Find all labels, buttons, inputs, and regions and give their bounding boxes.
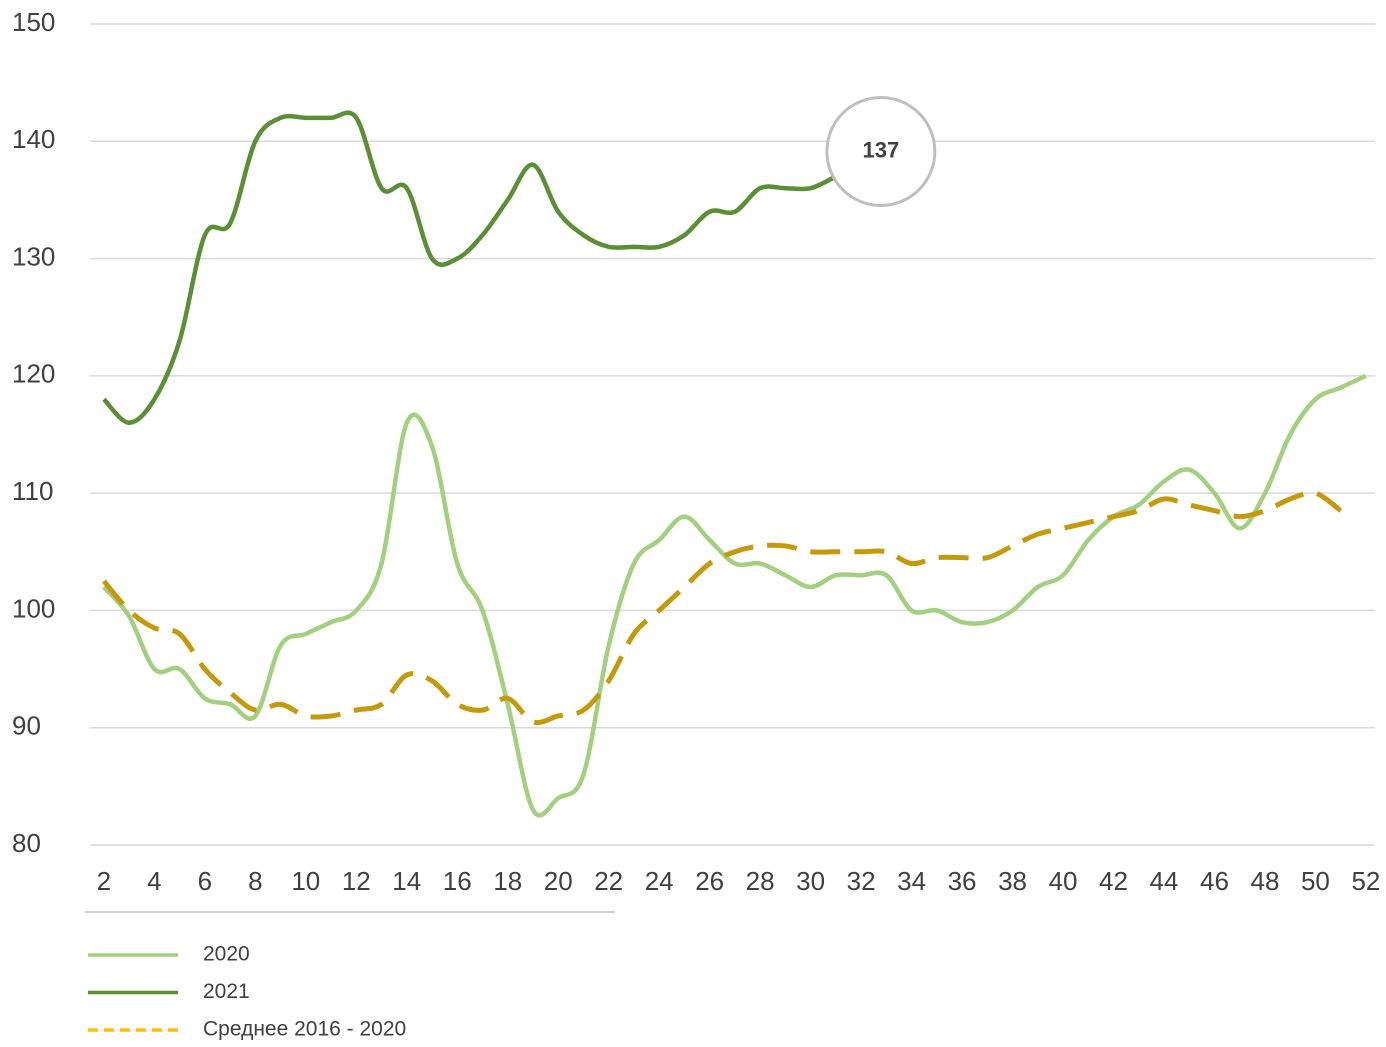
legend-label: 2020 (203, 943, 250, 966)
x-tick-label: 30 (796, 866, 825, 896)
x-tick-label: 28 (746, 866, 775, 896)
x-tick-label: 46 (1200, 866, 1229, 896)
x-tick-label: 42 (1099, 866, 1128, 896)
legend-label: 2021 (203, 980, 250, 1003)
x-tick-label: 40 (1049, 866, 1078, 896)
x-tick-label: 18 (493, 866, 522, 896)
x-tick-label: 48 (1250, 866, 1279, 896)
series-line (101, 490, 1343, 726)
series-line (102, 110, 837, 426)
x-tick-label: 36 (948, 866, 977, 896)
value-label: 137 (863, 137, 900, 162)
y-tick-label: 100 (12, 593, 55, 623)
y-tick-label: 90 (12, 711, 41, 741)
y-tick-label: 120 (12, 359, 55, 389)
x-tick-label: 44 (1150, 866, 1179, 896)
series-line (102, 373, 1367, 818)
y-tick-label: 150 (12, 7, 55, 37)
x-tick-label: 52 (1351, 866, 1380, 896)
legend-label: Среднее 2016 - 2020 (203, 1018, 406, 1041)
x-tick-label: 8 (248, 866, 262, 896)
x-tick-label: 14 (392, 866, 421, 896)
x-tick-label: 12 (342, 866, 371, 896)
x-tick-label: 38 (998, 866, 1027, 896)
x-tick-label: 2 (97, 866, 111, 896)
x-tick-label: 6 (198, 866, 212, 896)
value-label-bubble (825, 95, 937, 207)
x-tick-label: 34 (897, 866, 926, 896)
x-tick-label: 26 (695, 866, 724, 896)
x-tick-label: 16 (443, 866, 472, 896)
y-tick-label: 130 (12, 241, 55, 271)
y-tick-label: 80 (12, 828, 41, 858)
x-tick-label: 4 (147, 866, 161, 896)
x-tick-label: 10 (291, 866, 320, 896)
x-tick-label: 50 (1301, 866, 1330, 896)
x-tick-label: 20 (544, 866, 573, 896)
x-tick-label: 24 (645, 866, 674, 896)
x-tick-label: 32 (847, 866, 876, 896)
x-tick-label: 22 (594, 866, 623, 896)
y-tick-label: 110 (12, 476, 53, 506)
y-tick-label: 140 (12, 124, 55, 154)
